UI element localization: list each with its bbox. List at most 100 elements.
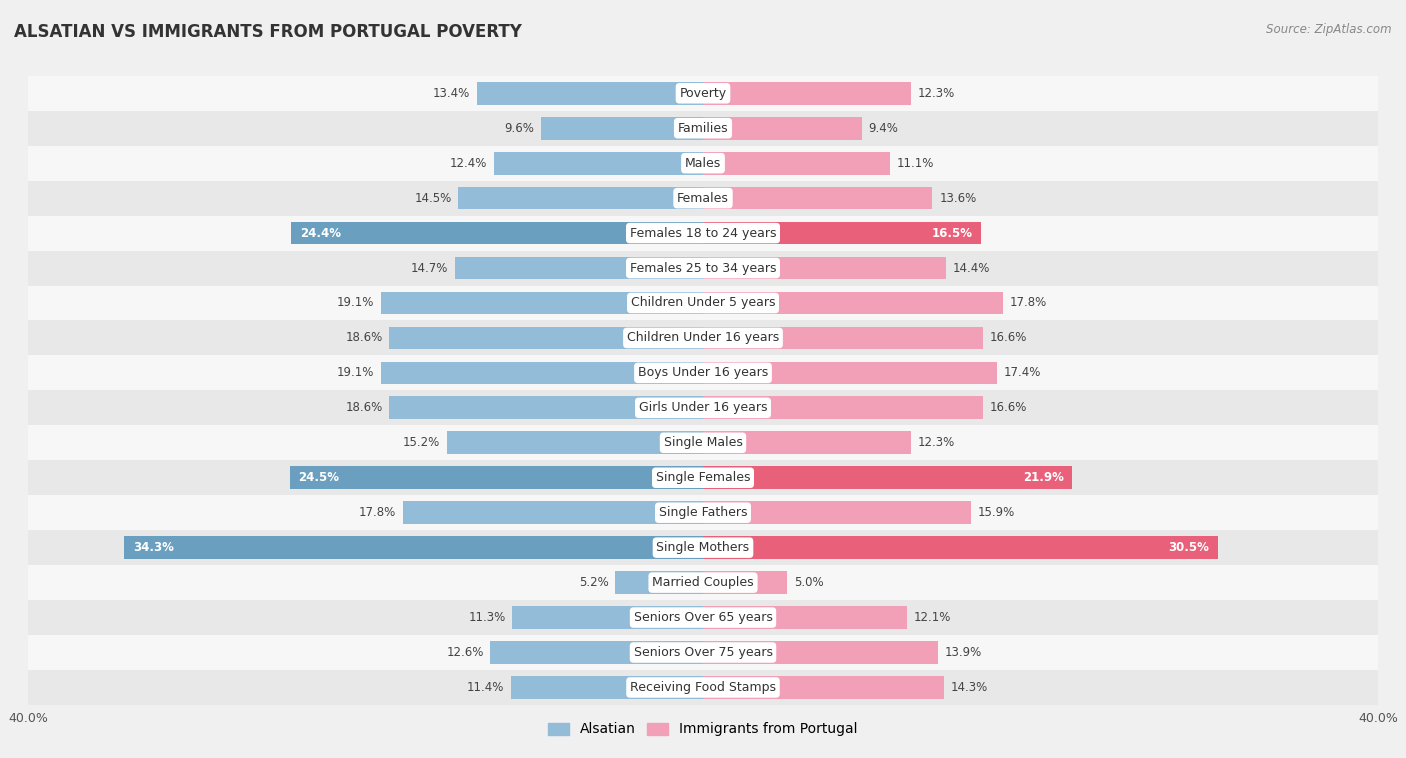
Text: 18.6%: 18.6% bbox=[346, 401, 382, 415]
Bar bbox=[703, 396, 983, 419]
Text: Girls Under 16 years: Girls Under 16 years bbox=[638, 401, 768, 415]
Text: 14.4%: 14.4% bbox=[953, 262, 990, 274]
Bar bbox=[28, 356, 1378, 390]
Bar bbox=[28, 600, 1378, 635]
Bar bbox=[447, 431, 703, 454]
Text: 18.6%: 18.6% bbox=[346, 331, 382, 344]
Bar bbox=[28, 76, 1378, 111]
Text: Single Females: Single Females bbox=[655, 471, 751, 484]
Text: 21.9%: 21.9% bbox=[1024, 471, 1064, 484]
Bar bbox=[28, 146, 1378, 180]
Text: 11.3%: 11.3% bbox=[468, 611, 506, 624]
Bar bbox=[616, 572, 703, 594]
Bar bbox=[703, 292, 1004, 315]
Text: 15.9%: 15.9% bbox=[979, 506, 1015, 519]
Bar bbox=[28, 286, 1378, 321]
Bar bbox=[703, 431, 911, 454]
Bar bbox=[512, 606, 703, 629]
Bar bbox=[703, 606, 907, 629]
Bar bbox=[28, 390, 1378, 425]
Bar bbox=[28, 215, 1378, 251]
Text: 5.2%: 5.2% bbox=[579, 576, 609, 589]
Bar bbox=[28, 635, 1378, 670]
Text: Females: Females bbox=[678, 192, 728, 205]
Text: Children Under 16 years: Children Under 16 years bbox=[627, 331, 779, 344]
Text: 12.3%: 12.3% bbox=[917, 86, 955, 100]
Text: Poverty: Poverty bbox=[679, 86, 727, 100]
Text: Females 25 to 34 years: Females 25 to 34 years bbox=[630, 262, 776, 274]
Text: 17.8%: 17.8% bbox=[1010, 296, 1047, 309]
Text: 19.1%: 19.1% bbox=[336, 296, 374, 309]
Bar bbox=[477, 82, 703, 105]
Bar bbox=[28, 180, 1378, 215]
Text: 12.1%: 12.1% bbox=[914, 611, 952, 624]
Bar bbox=[703, 537, 1218, 559]
Bar bbox=[28, 251, 1378, 286]
Text: Receiving Food Stamps: Receiving Food Stamps bbox=[630, 681, 776, 694]
Text: Single Males: Single Males bbox=[664, 437, 742, 449]
Bar bbox=[703, 466, 1073, 489]
Bar bbox=[703, 501, 972, 524]
Bar bbox=[381, 362, 703, 384]
Bar bbox=[703, 676, 945, 699]
Bar bbox=[458, 186, 703, 209]
Bar bbox=[28, 495, 1378, 530]
Legend: Alsatian, Immigrants from Portugal: Alsatian, Immigrants from Portugal bbox=[543, 717, 863, 742]
Text: 15.2%: 15.2% bbox=[402, 437, 440, 449]
Text: 13.4%: 13.4% bbox=[433, 86, 470, 100]
Text: 12.3%: 12.3% bbox=[917, 437, 955, 449]
Text: 9.4%: 9.4% bbox=[869, 122, 898, 135]
Text: 12.6%: 12.6% bbox=[446, 646, 484, 659]
Text: Families: Families bbox=[678, 122, 728, 135]
Text: 9.6%: 9.6% bbox=[505, 122, 534, 135]
Text: Females 18 to 24 years: Females 18 to 24 years bbox=[630, 227, 776, 240]
Text: 14.3%: 14.3% bbox=[950, 681, 988, 694]
Text: Seniors Over 75 years: Seniors Over 75 years bbox=[634, 646, 772, 659]
Text: 16.5%: 16.5% bbox=[932, 227, 973, 240]
Bar bbox=[703, 186, 932, 209]
Bar bbox=[703, 117, 862, 139]
Text: 11.1%: 11.1% bbox=[897, 157, 935, 170]
Bar bbox=[703, 572, 787, 594]
Text: Single Mothers: Single Mothers bbox=[657, 541, 749, 554]
Text: 19.1%: 19.1% bbox=[336, 366, 374, 380]
Bar bbox=[28, 425, 1378, 460]
Text: 11.4%: 11.4% bbox=[467, 681, 503, 694]
Bar bbox=[124, 537, 703, 559]
Text: 12.4%: 12.4% bbox=[450, 157, 486, 170]
Text: Males: Males bbox=[685, 157, 721, 170]
Bar bbox=[28, 111, 1378, 146]
Bar bbox=[510, 676, 703, 699]
Bar bbox=[389, 327, 703, 349]
Bar bbox=[703, 257, 946, 280]
Bar bbox=[703, 222, 981, 244]
Text: 5.0%: 5.0% bbox=[794, 576, 824, 589]
Bar bbox=[28, 670, 1378, 705]
Text: 34.3%: 34.3% bbox=[132, 541, 173, 554]
Bar bbox=[703, 152, 890, 174]
Bar bbox=[541, 117, 703, 139]
Bar bbox=[703, 362, 997, 384]
Text: 17.8%: 17.8% bbox=[359, 506, 396, 519]
Bar bbox=[703, 641, 938, 664]
Bar bbox=[28, 530, 1378, 565]
Text: 16.6%: 16.6% bbox=[990, 401, 1028, 415]
Bar bbox=[28, 321, 1378, 356]
Text: 13.9%: 13.9% bbox=[945, 646, 981, 659]
Bar bbox=[28, 460, 1378, 495]
Text: Source: ZipAtlas.com: Source: ZipAtlas.com bbox=[1267, 23, 1392, 36]
Text: 14.7%: 14.7% bbox=[411, 262, 449, 274]
Text: Boys Under 16 years: Boys Under 16 years bbox=[638, 366, 768, 380]
Text: 24.4%: 24.4% bbox=[299, 227, 340, 240]
Text: 14.5%: 14.5% bbox=[415, 192, 451, 205]
Bar bbox=[28, 565, 1378, 600]
Text: 13.6%: 13.6% bbox=[939, 192, 976, 205]
Bar bbox=[703, 82, 911, 105]
Text: Single Fathers: Single Fathers bbox=[659, 506, 747, 519]
Bar bbox=[494, 152, 703, 174]
Text: 17.4%: 17.4% bbox=[1004, 366, 1040, 380]
Bar bbox=[291, 222, 703, 244]
Bar bbox=[703, 327, 983, 349]
Text: ALSATIAN VS IMMIGRANTS FROM PORTUGAL POVERTY: ALSATIAN VS IMMIGRANTS FROM PORTUGAL POV… bbox=[14, 23, 522, 41]
Text: Seniors Over 65 years: Seniors Over 65 years bbox=[634, 611, 772, 624]
